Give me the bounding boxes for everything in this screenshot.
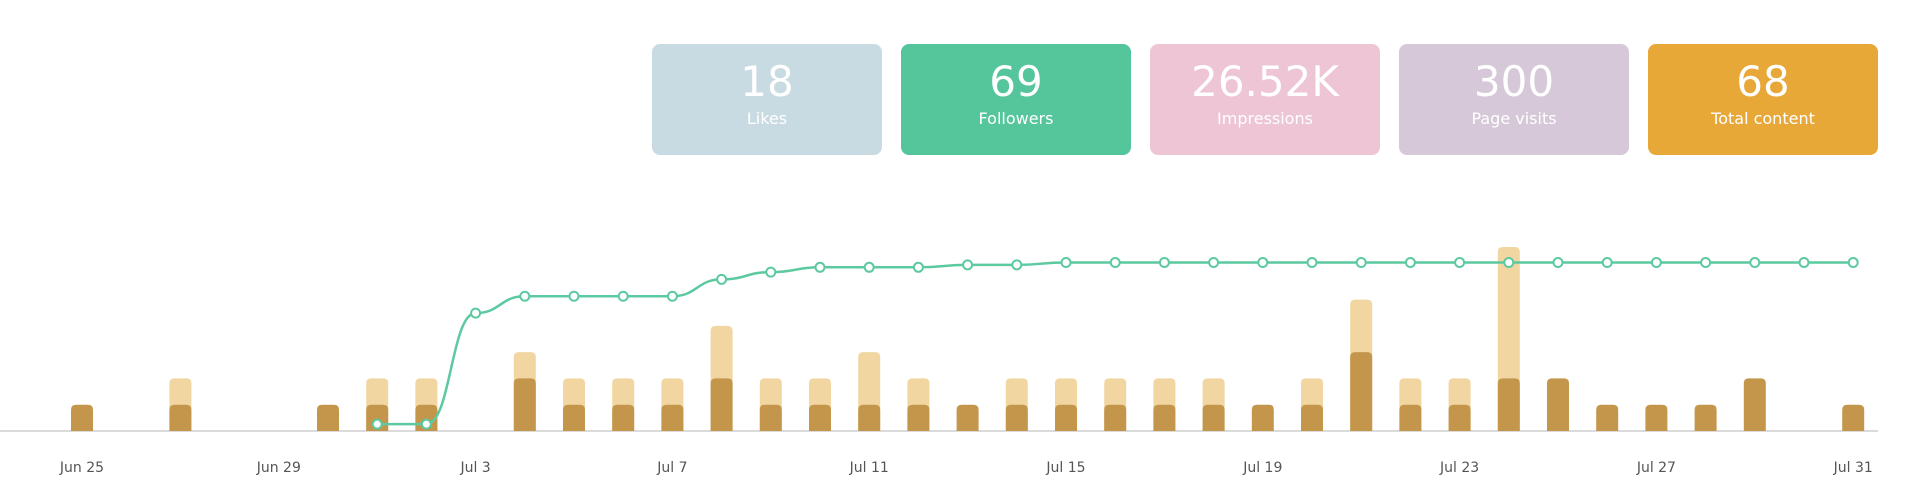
bar bbox=[907, 404, 930, 431]
line-point bbox=[1552, 256, 1564, 268]
line-point bbox=[1355, 256, 1367, 268]
bar bbox=[1005, 404, 1028, 431]
line-point bbox=[962, 259, 974, 271]
line-point bbox=[1404, 256, 1416, 268]
stat-card[interactable]: 26.52K Impressions bbox=[1150, 44, 1380, 155]
x-tick-label: Jul 3 bbox=[459, 460, 490, 476]
line-point bbox=[1011, 259, 1023, 271]
bar bbox=[1596, 404, 1619, 431]
card-label: Total content bbox=[1711, 109, 1815, 128]
x-tick-label: Jun 29 bbox=[256, 460, 301, 476]
line-point bbox=[1306, 256, 1318, 268]
bar bbox=[1497, 378, 1520, 431]
bar bbox=[956, 404, 979, 431]
bar bbox=[710, 378, 733, 431]
bar bbox=[169, 404, 192, 431]
line-point bbox=[1060, 256, 1072, 268]
x-tick-label: Jul 11 bbox=[849, 460, 889, 476]
line-point bbox=[666, 290, 678, 302]
line-point bbox=[814, 261, 826, 273]
bar bbox=[71, 404, 93, 431]
card-label: Likes bbox=[746, 109, 788, 128]
stat-card[interactable]: 300 Page visits bbox=[1399, 44, 1629, 155]
stat-cards: 18 Likes 69 Followers 26.52K Impressions 300 Pa… bbox=[652, 44, 1878, 155]
card-value: 26.52K bbox=[1191, 57, 1339, 106]
bar bbox=[563, 404, 585, 431]
bar bbox=[1202, 404, 1225, 431]
bar bbox=[1645, 404, 1668, 431]
bar bbox=[1104, 404, 1127, 431]
stat-card[interactable]: 18 Likes bbox=[652, 44, 882, 155]
line-point bbox=[1109, 256, 1121, 268]
line-point bbox=[1257, 256, 1269, 268]
bar bbox=[661, 404, 684, 431]
line-point bbox=[1650, 256, 1662, 268]
bar bbox=[759, 404, 782, 431]
line-point bbox=[863, 261, 875, 273]
bar bbox=[1055, 404, 1077, 431]
card-label: Impressions bbox=[1217, 109, 1313, 128]
card-value: 300 bbox=[1473, 57, 1555, 106]
line-point bbox=[470, 307, 482, 319]
bar bbox=[1547, 378, 1569, 431]
x-tick-label: Jul 19 bbox=[1242, 460, 1282, 476]
line-point bbox=[1847, 256, 1859, 268]
x-tick-label: Jul 15 bbox=[1045, 460, 1085, 476]
bar bbox=[1350, 352, 1373, 431]
line-point bbox=[519, 290, 531, 302]
x-tick-label: Jul 23 bbox=[1439, 460, 1479, 476]
line-point bbox=[716, 273, 728, 285]
line-point bbox=[1798, 256, 1810, 268]
line-point bbox=[371, 418, 383, 430]
line-point bbox=[1454, 256, 1466, 268]
card-label: Page visits bbox=[1471, 109, 1557, 128]
line-point bbox=[1503, 256, 1515, 268]
bar bbox=[1301, 404, 1323, 431]
card-value: 68 bbox=[1736, 57, 1790, 106]
line-point bbox=[617, 290, 629, 302]
line-point bbox=[912, 261, 924, 273]
bar bbox=[1694, 404, 1717, 431]
line-point bbox=[1601, 256, 1613, 268]
bar bbox=[612, 404, 635, 431]
card-value: 18 bbox=[740, 57, 794, 106]
bar bbox=[317, 404, 339, 431]
line-point bbox=[1700, 256, 1712, 268]
x-tick-label: Jul 7 bbox=[656, 460, 687, 476]
line-point bbox=[1208, 256, 1220, 268]
line-point bbox=[1749, 256, 1761, 268]
card-label: Followers bbox=[978, 109, 1054, 128]
bar bbox=[1153, 404, 1176, 431]
bar bbox=[1399, 404, 1422, 431]
stat-card[interactable]: 68 Total content bbox=[1648, 44, 1878, 155]
bar bbox=[809, 404, 831, 431]
bar bbox=[1448, 404, 1471, 431]
x-tick-label: Jul 31 bbox=[1833, 460, 1873, 476]
x-tick-label: Jun 25 bbox=[59, 460, 104, 476]
bar bbox=[513, 378, 536, 431]
bar bbox=[1251, 404, 1274, 431]
stat-card[interactable]: 69 Followers bbox=[901, 44, 1131, 155]
bar bbox=[858, 404, 881, 431]
line-point bbox=[568, 290, 580, 302]
line-point bbox=[420, 418, 432, 430]
line-point bbox=[1158, 256, 1170, 268]
bar bbox=[1842, 404, 1865, 431]
line-point bbox=[765, 266, 777, 278]
bar bbox=[1743, 378, 1766, 431]
x-tick-label: Jul 27 bbox=[1636, 460, 1676, 476]
card-value: 69 bbox=[989, 57, 1043, 106]
